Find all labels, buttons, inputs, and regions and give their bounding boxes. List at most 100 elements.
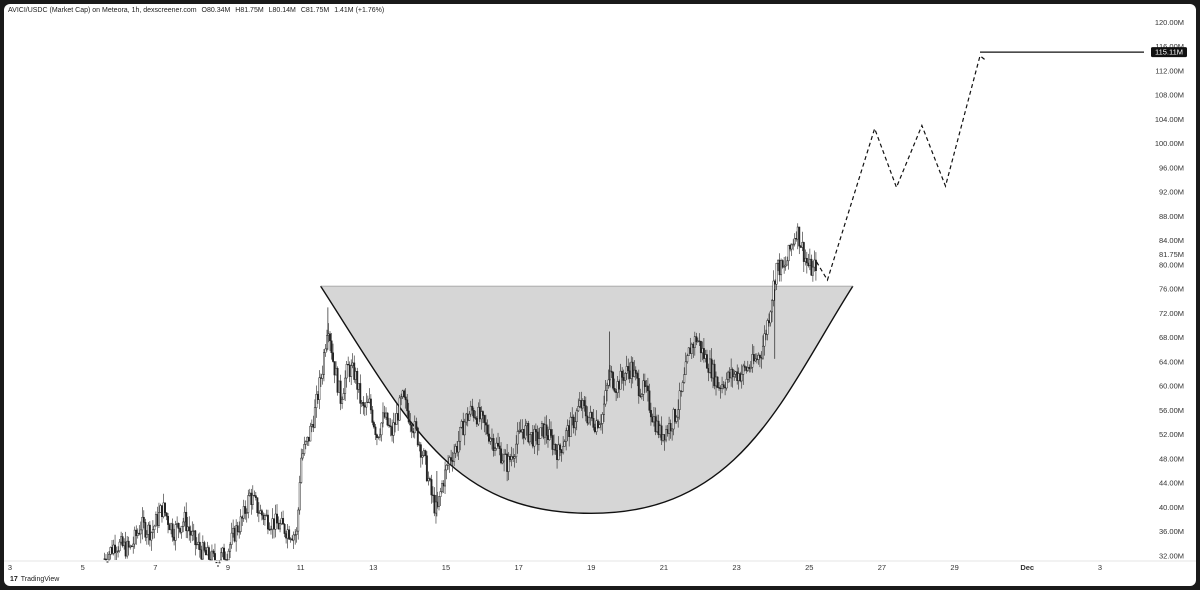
candle-body: [242, 506, 245, 519]
x-tick-label: 15: [442, 563, 450, 572]
x-tick-label: 11: [297, 563, 305, 572]
candle-body: [545, 424, 548, 436]
candle-body: [671, 428, 674, 432]
candle-body: [441, 483, 443, 492]
candle-body: [560, 449, 563, 454]
candle-body: [497, 442, 499, 447]
candle-body: [544, 424, 546, 438]
candle-body: [451, 460, 454, 462]
cup-curve: [320, 285, 854, 515]
candle-body: [176, 523, 179, 525]
candle-body: [448, 457, 451, 465]
candle-body: [481, 411, 484, 416]
candle-body: [783, 265, 786, 268]
x-axis: 3 5 7 9 11 13 15 17 19 21 23 25 27 29 Dec 3: [4, 560, 1196, 572]
candle-body: [351, 362, 354, 366]
candle-body: [722, 384, 725, 388]
candle-body: [233, 527, 236, 542]
candle-body: [799, 245, 802, 248]
candle-body: [313, 407, 316, 428]
candle-body: [669, 423, 672, 432]
candle-body: [727, 371, 730, 380]
candle-body: [572, 416, 575, 429]
candle-body: [483, 415, 486, 423]
candle-body: [289, 538, 292, 540]
candle-body: [444, 469, 447, 487]
candle-body: [742, 365, 745, 375]
candle-body: [421, 455, 424, 458]
candle-body: [173, 536, 176, 541]
candle-body: [303, 444, 306, 454]
candle-body: [368, 398, 371, 403]
candle-body: [521, 429, 524, 433]
candle-body: [645, 385, 648, 387]
candle-body: [707, 368, 710, 373]
candle-body: [404, 396, 407, 401]
candle-body: [690, 343, 693, 354]
candle-body: [118, 541, 121, 552]
candle-body: [804, 257, 807, 262]
candle-body: [254, 495, 257, 498]
candle-body: [380, 422, 383, 436]
candle-body: [142, 516, 145, 523]
candle-body: [540, 423, 543, 429]
candle-body: [144, 522, 147, 538]
candle-body: [575, 410, 578, 423]
candle-body: [180, 526, 183, 533]
candle-body: [342, 393, 345, 400]
candle-body: [768, 320, 770, 324]
candle-body: [456, 446, 459, 453]
candle-body: [156, 514, 159, 526]
candle-body: [525, 423, 528, 427]
candle-body: [357, 383, 360, 390]
candle-body: [805, 257, 808, 264]
candle-body: [802, 242, 805, 262]
candle-body: [392, 422, 395, 436]
candle-body: [194, 530, 197, 546]
candle-body: [463, 421, 466, 436]
candle-body: [239, 516, 242, 532]
candle-body: [126, 540, 129, 557]
candle-body: [465, 413, 468, 423]
candle-body: [811, 266, 814, 276]
candle-body: [592, 417, 595, 428]
candle-body: [220, 552, 222, 561]
candle-body: [277, 522, 280, 530]
candle-body: [229, 544, 232, 552]
candle-body: [430, 479, 433, 496]
candle-body: [480, 411, 483, 420]
candle-body: [789, 244, 792, 250]
candle-body: [642, 380, 645, 395]
candle-body: [656, 420, 658, 432]
candle-body: [648, 390, 651, 411]
candle-body: [674, 409, 677, 422]
candle-body: [192, 530, 195, 532]
candle-body: [230, 532, 233, 545]
candle-body: [388, 424, 390, 427]
candle-body: [401, 390, 404, 397]
price-chart[interactable]: 120.00M 112.00M 108.00M 104.00M 100.00M 96.00…: [4, 4, 1196, 586]
candle-body: [639, 395, 642, 397]
candle-body: [312, 424, 315, 428]
tradingview-mark-icon: 17: [10, 576, 18, 583]
y-tick-label: 108.00M: [1155, 91, 1184, 100]
candle-body: [603, 403, 605, 415]
candle-body: [787, 244, 790, 262]
candle-body: [221, 547, 224, 554]
candle-body: [382, 412, 384, 424]
candle-body: [433, 494, 436, 514]
candle-body: [350, 365, 353, 377]
candle-body: [536, 431, 539, 445]
candle-body: [453, 452, 456, 462]
y-tick-label: 100.00M: [1155, 139, 1184, 148]
candle-body: [733, 373, 736, 378]
candle-body: [418, 444, 421, 446]
candle-body: [280, 518, 283, 524]
candle-body: [168, 524, 171, 531]
x-tick-label: 3: [8, 563, 12, 572]
candle-body: [784, 264, 787, 267]
candle-body: [507, 456, 510, 472]
candle-body: [268, 528, 271, 531]
candle-body: [435, 501, 437, 514]
candle-body: [498, 445, 501, 450]
